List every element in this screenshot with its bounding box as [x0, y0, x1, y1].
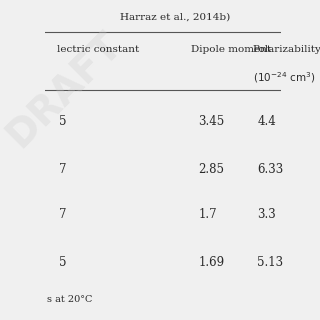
Text: 3.45: 3.45	[198, 115, 225, 128]
Text: $(10^{-24}\ \mathrm{cm}^3)$: $(10^{-24}\ \mathrm{cm}^3)$	[252, 70, 315, 85]
Text: 7: 7	[59, 208, 67, 221]
Text: 1.7: 1.7	[198, 208, 217, 221]
Text: 5: 5	[59, 256, 67, 269]
Text: 6.33: 6.33	[257, 163, 284, 176]
Text: 1.69: 1.69	[198, 256, 224, 269]
Text: Dipole moment: Dipole moment	[191, 45, 271, 54]
Text: s at 20°C: s at 20°C	[47, 295, 93, 304]
Text: 5.13: 5.13	[257, 256, 284, 269]
Text: lectric constant: lectric constant	[57, 45, 139, 54]
Text: 2.85: 2.85	[198, 163, 224, 176]
Text: Harraz et al., 2014b): Harraz et al., 2014b)	[120, 13, 230, 22]
Text: 7: 7	[59, 163, 67, 176]
Text: Polarizability: Polarizability	[252, 45, 320, 54]
Text: 4.4: 4.4	[257, 115, 276, 128]
Text: 5: 5	[59, 115, 67, 128]
Text: 3.3: 3.3	[257, 208, 276, 221]
Text: DRAFT: DRAFT	[0, 25, 129, 155]
